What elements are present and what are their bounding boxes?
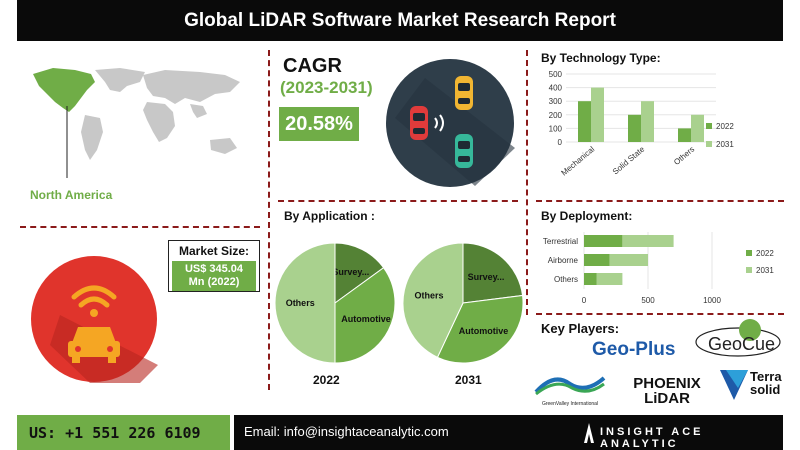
market-size-value: US$ 345.04 Mn (2022) xyxy=(172,261,256,291)
key-players-title: Key Players: xyxy=(541,321,620,336)
footer-phone[interactable]: US: +1 551 226 6109 xyxy=(17,415,230,450)
technology-title: By Technology Type: xyxy=(541,51,661,65)
tech-xtick-label: Mechanical xyxy=(559,144,596,177)
logo-geocue-text: GeoCue xyxy=(708,334,776,354)
pie-chart-2031: Survey... Automotive Others xyxy=(402,242,524,364)
deploy-bar-2031-terrestrial xyxy=(622,235,674,247)
region-label: North America xyxy=(30,188,113,202)
year-label-2031: 2031 xyxy=(455,373,482,387)
tech-ytick-label: 400 xyxy=(549,84,563,93)
market-size-box: Market Size: US$ 345.04 Mn (2022) xyxy=(168,240,260,292)
tech-bar-2031-solid-state xyxy=(641,101,654,142)
tech-bar-2022-mechanical xyxy=(578,101,591,142)
tech-ytick-label: 200 xyxy=(549,111,563,120)
deploy-legend-label-2031: 2031 xyxy=(756,266,774,275)
report-title: Global LiDAR Software Market Research Re… xyxy=(17,0,783,41)
geocue-globe-icon xyxy=(695,319,781,357)
tech-legend-swatch-2031 xyxy=(706,141,712,147)
logo-geo-plus-text: Geo-Plus xyxy=(592,339,676,360)
logo-greenvalley: GreenValley International xyxy=(534,372,606,407)
tech-bar-2022-others xyxy=(678,128,691,142)
application-title: By Application : xyxy=(284,209,375,223)
divider-middle xyxy=(278,200,518,202)
pie2031-slice-survey xyxy=(462,242,524,304)
divider-right-top xyxy=(536,200,784,202)
world-map xyxy=(33,68,240,178)
autonomous-cars-illustration xyxy=(386,59,515,187)
brand-logo-icon xyxy=(584,423,594,443)
deploy-bar-2022-airborne xyxy=(584,254,610,266)
deploy-ytick-label: Others xyxy=(554,275,578,284)
deploy-bar-2022-terrestrial xyxy=(584,235,623,247)
cagr-value: 20.58% xyxy=(279,107,359,141)
tech-ytick-label: 0 xyxy=(558,138,563,147)
logo-terrasolid-text: Terra solid xyxy=(750,369,782,397)
deploy-ytick-label: Airborne xyxy=(548,256,579,265)
pie2031-label-others: Others xyxy=(415,290,444,300)
pie2022-label-survey: Survey... xyxy=(332,267,369,277)
technology-bar-chart: 0 100 200 300 400 500 Mechanical Solid State Oth… xyxy=(549,70,735,178)
footer-brand: INSIGHT ACE ANALYTIC xyxy=(600,426,704,450)
cagr-title: CAGR xyxy=(283,55,342,77)
deploy-legend-swatch-2031 xyxy=(746,267,752,273)
deploy-xtick-label: 1000 xyxy=(703,296,721,305)
deploy-xtick-label: 0 xyxy=(582,296,587,305)
logo-geo-plus: Geo-Plus xyxy=(592,339,675,361)
pie2022-slice-automotive xyxy=(334,267,396,364)
pie-chart-2022: Survey... Automotive Others xyxy=(274,242,396,364)
tech-legend-label-2022: 2022 xyxy=(716,122,734,131)
tech-ytick-label: 300 xyxy=(549,97,563,106)
deployment-title: By Deployment: xyxy=(541,209,633,223)
pie2022-slice-survey xyxy=(334,242,385,304)
tech-ytick-label: 100 xyxy=(549,124,563,133)
tech-ytick-label: 500 xyxy=(549,70,563,79)
footer-bar: Email: info@insightaceanalytic.com INSIG… xyxy=(234,415,783,450)
pie2022-label-automotive: Automotive xyxy=(341,314,391,324)
logo-geocue: GeoCue xyxy=(694,318,782,360)
year-label-2022: 2022 xyxy=(313,373,340,387)
market-size-label: Market Size: xyxy=(178,244,250,258)
market-size-value-line2: Mn (2022) xyxy=(188,276,240,288)
logo-greenvalley-text: GreenValley International xyxy=(541,401,599,407)
pie2022-slice-others xyxy=(274,242,336,364)
deploy-bar-2022-others xyxy=(584,273,597,285)
market-size-value-line1: US$ 345.04 xyxy=(184,263,244,275)
tech-xtick-label: Solid State xyxy=(611,144,647,176)
connected-car-icon xyxy=(31,256,158,383)
north-america-highlight xyxy=(33,68,95,112)
divider-right-bottom xyxy=(536,313,784,315)
cagr-years: (2023-2031) xyxy=(280,78,373,97)
terrasolid-triangle-icon xyxy=(720,370,748,400)
pie2022-label-others: Others xyxy=(286,298,315,308)
deploy-bar-2031-airborne xyxy=(609,254,648,266)
logo-phoenix-text: PHOENIX LiDAR SYSTEMS xyxy=(633,376,701,406)
divider-vertical-left xyxy=(268,50,270,390)
greenvalley-wave-icon xyxy=(534,376,606,396)
deploy-ytick-label: Terrestrial xyxy=(543,237,578,246)
footer-email[interactable]: Email: info@insightaceanalytic.com xyxy=(244,424,449,439)
deploy-legend-swatch-2022 xyxy=(746,250,752,256)
tech-legend-label-2031: 2031 xyxy=(716,140,734,149)
deploy-bar-2031-others xyxy=(596,273,623,285)
deployment-bar-chart: 0 500 1000 Terrestrial Airborne Others 2022 203… xyxy=(543,232,774,305)
deploy-xtick-label: 500 xyxy=(641,296,655,305)
divider-vertical-right xyxy=(526,50,528,315)
tech-bar-2031-others xyxy=(691,114,704,142)
divider-left xyxy=(20,226,260,228)
deploy-legend-label-2022: 2022 xyxy=(756,249,774,258)
tech-xtick-label: Others xyxy=(672,145,696,167)
pie2031-slice-others xyxy=(402,242,464,358)
pie2031-label-automotive: Automotive xyxy=(459,326,509,336)
logo-terrasolid: Terra solid xyxy=(718,366,784,404)
logo-phoenix: PHOENIX LiDAR SYSTEMS xyxy=(617,376,717,406)
tech-legend-swatch-2022 xyxy=(706,123,712,129)
tech-bar-2022-solid-state xyxy=(628,114,641,142)
tech-bar-2031-mechanical xyxy=(591,87,604,142)
pie2031-label-survey: Survey... xyxy=(468,272,505,282)
